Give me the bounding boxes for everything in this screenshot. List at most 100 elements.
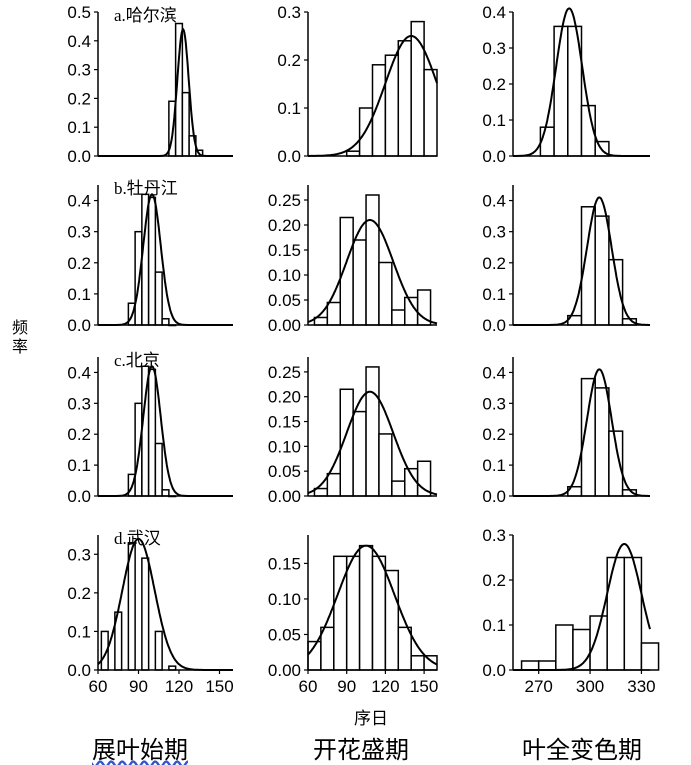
- y-tick-label: 0.2: [67, 89, 91, 108]
- panel-label: a.哈尔滨: [114, 6, 177, 25]
- panel-label: d.武汉: [114, 529, 161, 548]
- y-tick-label: 0.00: [268, 316, 301, 335]
- histogram-bar: [320, 626, 335, 671]
- histogram-bar: [154, 271, 163, 326]
- y-tick-label: 0.0: [482, 316, 506, 335]
- panel-r4-c3: 0.0 0.1 0.2 0.3 270 300 330: [482, 526, 660, 696]
- y-tick-label: 0.2: [67, 425, 91, 444]
- panel-r3-c1: 0.0 0.1 0.2 0.3 0.4 c.北京: [67, 351, 233, 506]
- y-tick-label: 0.2: [482, 571, 506, 590]
- y-tick-label: 0.3: [482, 39, 506, 58]
- histogram-bar: [537, 660, 557, 671]
- y-tick-label: 0.10: [268, 437, 301, 456]
- panel-r4-c2: 0.00 0.05 0.10 0.15 60 90 120 150: [268, 535, 438, 696]
- histogram-bar: [397, 40, 412, 157]
- panel-r3-c3: 0.0 0.1 0.2 0.3 0.4: [482, 357, 650, 506]
- y-tick-label: 0.2: [482, 425, 506, 444]
- y-tick-label: 0.05: [268, 462, 301, 481]
- y-tick-label: 0.15: [268, 554, 301, 573]
- y-tick-label: 0.1: [482, 616, 506, 635]
- x-tick-label: 90: [337, 677, 356, 696]
- histogram-bar: [410, 20, 425, 157]
- y-tick-label: 0.3: [482, 223, 506, 242]
- histogram-bar: [589, 615, 608, 671]
- x-tick-label: 90: [129, 677, 148, 696]
- x-tick-label: 120: [165, 677, 193, 696]
- y-tick-label: 0.3: [482, 526, 506, 545]
- x-tick-label: 60: [299, 677, 318, 696]
- histogram-bar: [640, 642, 660, 671]
- y-tick-label: 0.1: [482, 111, 506, 130]
- y-tick-label: 0.3: [67, 394, 91, 413]
- y-tick-label: 0.0: [482, 661, 506, 680]
- panel-r2-c1: 0.0 0.1 0.2 0.3 0.4 b.牡丹江: [67, 179, 233, 335]
- y-tick-label: 0.25: [268, 363, 301, 382]
- column-title-leafing: 展叶始期: [92, 736, 188, 764]
- histogram-bar: [161, 318, 170, 326]
- histogram-bar: [384, 54, 400, 157]
- histogram-bar: [345, 555, 361, 671]
- y-tick-label: 0.3: [482, 394, 506, 413]
- y-tick-label: 0.1: [482, 456, 506, 475]
- panel-r4-c1: 0.0 0.1 0.2 0.3 60 90 120 150 d.武汉: [67, 529, 233, 696]
- x-tick-label: 60: [89, 677, 108, 696]
- y-tick-label: 0.5: [67, 3, 91, 22]
- normal-fit-curve: [308, 35, 438, 157]
- y-tick-label: 0.1: [67, 118, 91, 137]
- histogram-bar: [352, 239, 367, 326]
- y-tick-label: 0.3: [67, 61, 91, 80]
- histogram-bar: [423, 68, 438, 157]
- y-tick-label: 0.3: [277, 3, 301, 22]
- panel-r3-c2: 0.00 0.05 0.10 0.15 0.20 0.25: [268, 357, 438, 506]
- y-tick-label: 0.05: [268, 291, 301, 310]
- x-axis-label: 序日: [354, 709, 388, 729]
- y-tick-label: 0.2: [277, 51, 301, 70]
- column-title-flowering: 开花盛期: [313, 736, 409, 764]
- panel-r2-c2: 0.00 0.05 0.10 0.15 0.20 0.25: [268, 185, 438, 335]
- y-tick-label: 0.4: [482, 363, 506, 382]
- histogram-bar: [181, 91, 190, 157]
- panel-r1-c3: 0.0 0.1 0.2 0.3 0.4: [482, 3, 650, 166]
- y-tick-label: 0.10: [268, 266, 301, 285]
- histogram-bar: [410, 655, 425, 671]
- y-tick-label: 0.00: [268, 487, 301, 506]
- x-tick-label: 150: [410, 677, 438, 696]
- y-tick-label: 0.0: [482, 147, 506, 166]
- y-tick-label: 0.0: [67, 487, 91, 506]
- normal-fit-curve: [307, 390, 438, 496]
- histogram-bar: [391, 309, 406, 326]
- y-tick-label: 0.2: [67, 254, 91, 273]
- histogram-bar: [161, 489, 170, 497]
- histogram-bar: [391, 480, 406, 497]
- y-axis-label: 频率: [12, 318, 29, 356]
- histogram-bar: [365, 194, 380, 326]
- x-tick-label: 150: [205, 677, 233, 696]
- y-tick-label: 0.25: [268, 191, 301, 210]
- histogram-bar: [378, 433, 393, 497]
- panel-r1-c1: 0.0 0.1 0.2 0.3 0.4 0.5 a.哈尔滨: [67, 3, 233, 166]
- y-tick-label: 0.20: [268, 388, 301, 407]
- histogram-bar: [358, 544, 374, 671]
- histogram-bar: [606, 556, 626, 671]
- y-tick-label: 0.0: [482, 487, 506, 506]
- normal-fit-curve: [307, 219, 438, 325]
- histogram-bar: [352, 410, 367, 497]
- y-tick-label: 0.2: [67, 584, 91, 603]
- histogram-bar: [147, 368, 157, 497]
- y-tick-label: 0.1: [482, 285, 506, 304]
- histogram-bar: [326, 301, 342, 326]
- y-tick-label: 0.0: [67, 147, 91, 166]
- y-tick-label: 0.1: [277, 99, 301, 118]
- histogram-bar: [154, 630, 163, 671]
- y-tick-label: 0.1: [67, 285, 91, 304]
- histogram-bar: [154, 442, 163, 497]
- histogram-bar: [371, 555, 387, 671]
- histogram-bar: [555, 624, 574, 671]
- y-tick-label: 0.05: [268, 625, 301, 644]
- y-tick-label: 0.10: [268, 590, 301, 609]
- y-tick-label: 0.0: [277, 147, 301, 166]
- column-title-leaf-coloring: 叶全变色期: [522, 736, 642, 764]
- y-tick-label: 0.4: [482, 3, 506, 22]
- panel-label: b.牡丹江: [114, 179, 178, 198]
